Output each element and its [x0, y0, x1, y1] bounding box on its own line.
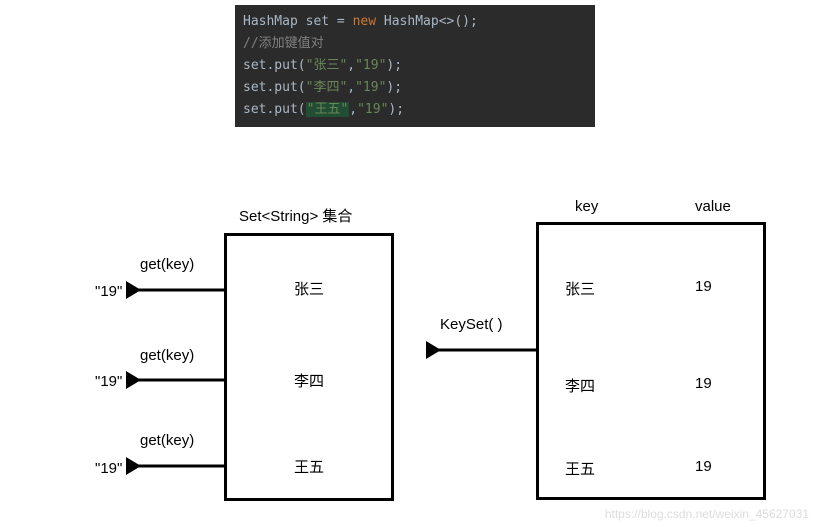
map-value: 19: [695, 375, 712, 392]
set-item: 李四: [294, 370, 324, 391]
result-value: "19": [95, 283, 122, 300]
set-item: 张三: [294, 278, 324, 299]
getkey-label: get(key): [140, 347, 194, 364]
result-value: "19": [95, 373, 122, 390]
set-item: 王五: [294, 456, 324, 477]
map-value: 19: [695, 458, 712, 475]
map-key: 王五: [565, 458, 595, 479]
getkey-label: get(key): [140, 432, 194, 449]
map-key: 张三: [565, 278, 595, 299]
map-value: 19: [695, 278, 712, 295]
result-value: "19": [95, 460, 122, 477]
arrows-layer: [0, 0, 819, 527]
map-key: 李四: [565, 375, 595, 396]
getkey-label: get(key): [140, 256, 194, 273]
